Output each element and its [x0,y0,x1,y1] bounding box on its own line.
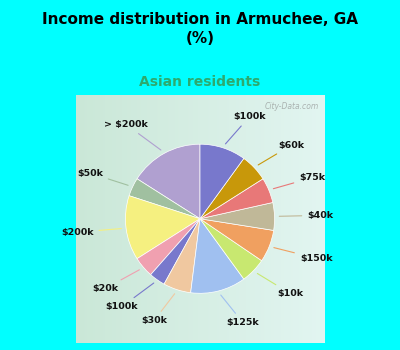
Text: $125k: $125k [221,295,260,327]
Wedge shape [137,144,200,219]
Text: Asian residents: Asian residents [139,75,261,89]
Text: $10k: $10k [257,273,303,298]
Wedge shape [137,219,200,275]
Text: $30k: $30k [141,294,175,326]
Wedge shape [191,219,244,293]
Text: $40k: $40k [279,211,334,220]
Wedge shape [164,219,200,293]
Wedge shape [200,219,262,279]
Wedge shape [200,159,263,219]
Text: > $200k: > $200k [104,120,161,150]
Wedge shape [126,196,200,259]
Text: Income distribution in Armuchee, GA
(%): Income distribution in Armuchee, GA (%) [42,12,358,46]
Text: $150k: $150k [274,247,332,263]
Wedge shape [200,203,274,230]
Wedge shape [200,219,274,261]
Text: $60k: $60k [258,141,304,165]
Text: $50k: $50k [77,169,128,185]
Text: $100k: $100k [226,112,266,144]
Wedge shape [200,144,244,219]
Text: $200k: $200k [61,228,121,237]
Wedge shape [129,179,200,219]
Wedge shape [200,179,273,219]
Wedge shape [151,219,200,284]
Text: $20k: $20k [92,270,139,293]
Text: $75k: $75k [273,173,325,189]
Text: City-Data.com: City-Data.com [265,102,319,111]
Text: $100k: $100k [106,283,154,311]
